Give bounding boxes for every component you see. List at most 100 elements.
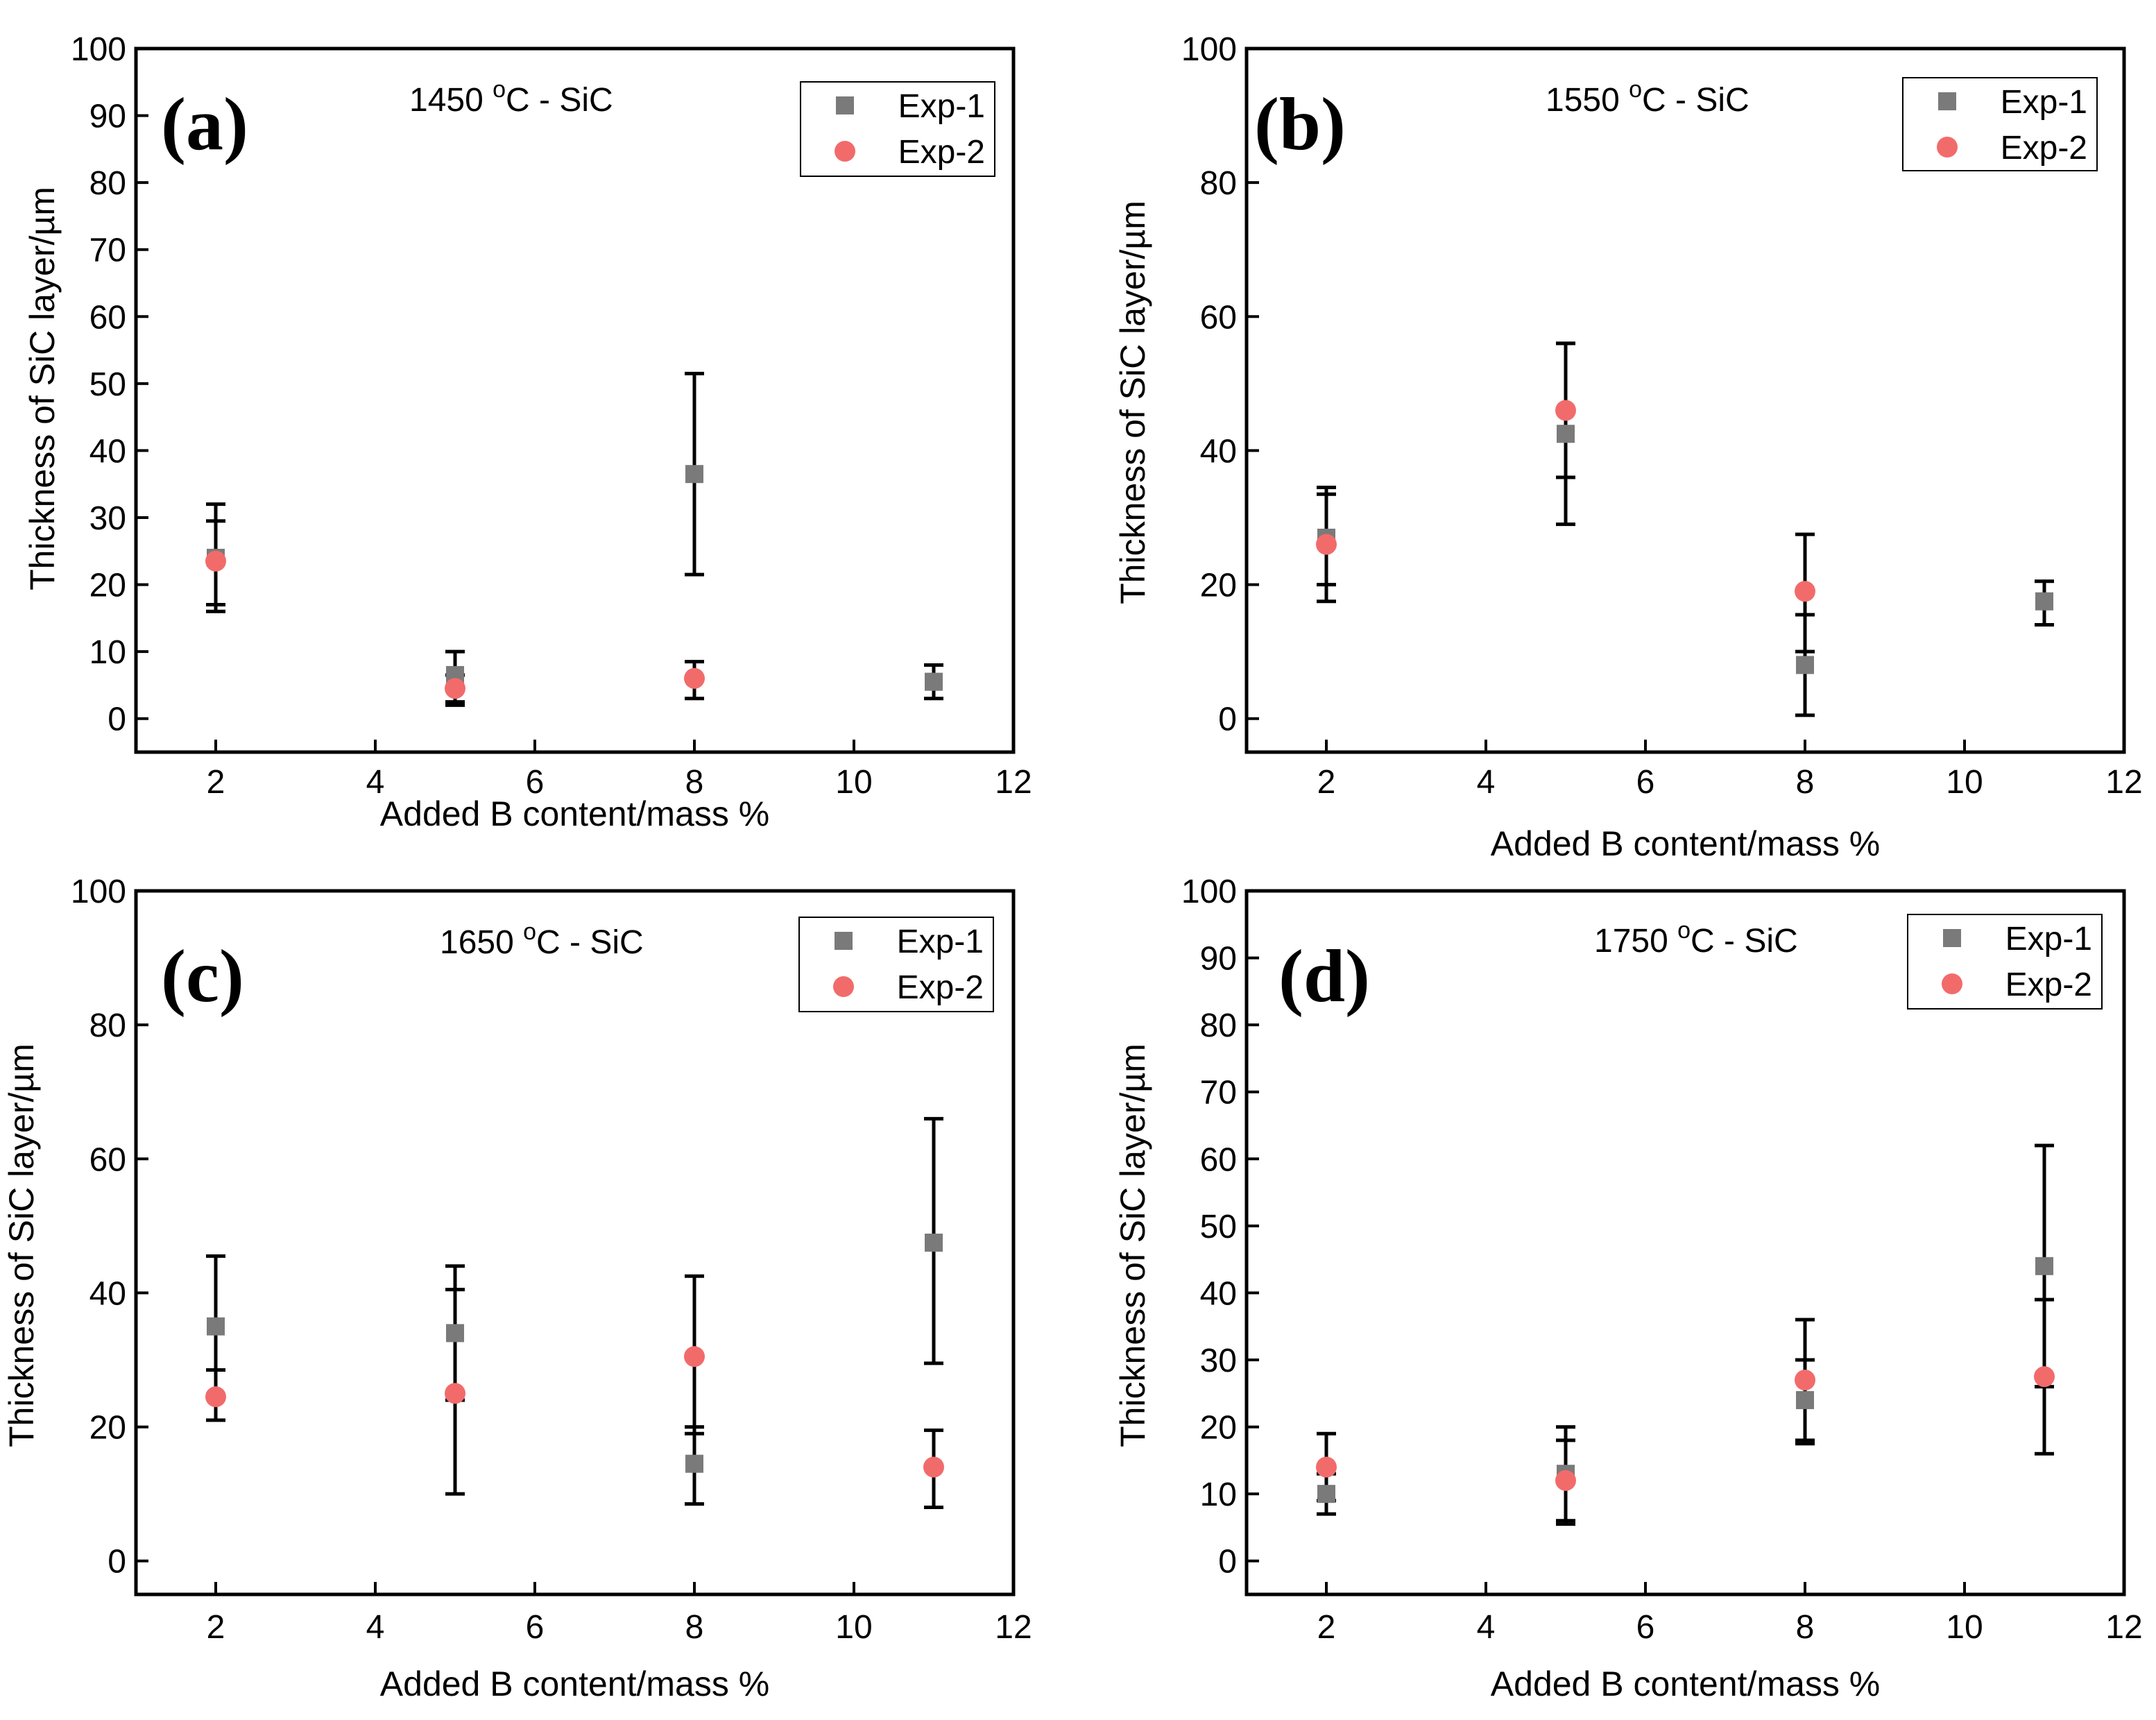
legend-marker-exp-2 [1942, 973, 1962, 994]
x-tick-label: 2 [1317, 1609, 1336, 1646]
x-axis-label: Added B content/mass % [380, 794, 769, 833]
data-point-exp-2 [684, 667, 705, 689]
legend-marker-exp-1 [1938, 92, 1956, 110]
y-tick-label: 80 [89, 165, 126, 202]
x-tick-label: 12 [2105, 764, 2142, 801]
data-point-exp-2 [445, 1383, 465, 1404]
x-tick-label: 6 [1636, 764, 1655, 801]
y-tick-label: 40 [1200, 1275, 1237, 1312]
panel-label: (d) [1278, 935, 1370, 1018]
data-point-exp-1 [925, 1234, 943, 1252]
y-tick-label: 20 [89, 1410, 126, 1447]
x-tick-label: 2 [207, 1609, 225, 1646]
x-tick-label: 4 [1477, 764, 1496, 801]
x-tick-label: 8 [685, 1609, 704, 1646]
temperature-annotation: 1750 oC - SiC [1594, 917, 1798, 960]
panel-label: (a) [161, 83, 248, 166]
y-tick-label: 90 [89, 99, 126, 135]
plot-frame [1244, 46, 2126, 754]
legend: Exp-1 Exp-2 [1902, 77, 2098, 171]
x-tick-label: 10 [1946, 764, 1983, 801]
y-tick-label: 80 [1200, 1007, 1237, 1044]
panel-label: (b) [1254, 83, 1346, 166]
chart-panel-a: 0 10 20 30 40 50 60 70 80 90 100 2 4 6 8 10 12 Added B co… [23, 31, 1032, 833]
y-tick-label: 20 [1200, 1410, 1237, 1447]
plot-frame [1244, 889, 2126, 1596]
data-point-exp-2 [1795, 581, 1815, 602]
legend-marker-exp-1 [835, 932, 853, 950]
legend-label: Exp-1 [2005, 921, 2092, 957]
y-tick-label: 10 [1200, 1476, 1237, 1513]
temperature-annotation: 1550 oC - SiC [1546, 76, 1749, 119]
data-point-exp-1 [1796, 656, 1814, 674]
temperature-annotation: 1450 oC - SiC [409, 76, 613, 119]
legend-marker-exp-2 [1937, 137, 1958, 157]
data-point-exp-1 [1796, 1390, 1814, 1409]
data-point-exp-2 [923, 1456, 944, 1478]
x-tick-label: 8 [685, 764, 704, 801]
y-tick-label: 50 [1200, 1209, 1237, 1245]
chart-panel-d: 0 10 20 30 40 50 60 70 80 90 100 2 4 6 8 10 12 Added B co… [1113, 874, 2143, 1703]
chart-panel-b: 0 20 40 60 80 100 2 4 6 8 10 12 Added B content/mass… [1113, 31, 2143, 863]
legend-marker-exp-2 [833, 976, 854, 997]
y-tick-label: 60 [89, 299, 126, 336]
y-axis-label: Thickness of SiC layer/µm [2, 1044, 41, 1447]
data-point-exp-2 [2034, 1366, 2055, 1388]
legend-box [798, 917, 994, 1012]
y-tick-label: 0 [108, 701, 126, 738]
y-axis-label: Thickness of SiC layer/µm [23, 187, 62, 590]
data-point-exp-2 [1795, 1369, 1815, 1390]
y-tick-label: 20 [1200, 568, 1237, 604]
y-tick-label: 40 [1200, 433, 1237, 470]
y-tick-label: 50 [89, 366, 126, 403]
legend-label: Exp-2 [2001, 130, 2087, 167]
data-point-exp-2 [205, 1386, 226, 1408]
x-tick-label: 4 [1477, 1609, 1496, 1646]
y-tick-label: 20 [89, 568, 126, 604]
temperature-annotation: 1650 oC - SiC [440, 919, 644, 961]
x-tick-label: 10 [835, 1609, 872, 1646]
plot-frame [134, 46, 1016, 754]
legend: Exp-1 Exp-2 [798, 917, 994, 1012]
y-tick-label: 0 [1218, 701, 1237, 738]
data-point-exp-1 [1557, 425, 1575, 443]
x-tick-label: 8 [1796, 1609, 1815, 1646]
legend-box [1907, 914, 2103, 1010]
y-tick-label: 80 [1200, 165, 1237, 202]
y-tick-label: 100 [1181, 31, 1237, 68]
y-tick-label: 0 [1218, 1544, 1237, 1581]
legend-marker-exp-1 [836, 96, 854, 114]
y-tick-label: 60 [89, 1141, 126, 1178]
legend-label: Exp-1 [2001, 84, 2087, 121]
legend: Exp-1 Exp-2 [1907, 914, 2103, 1010]
chart-panel-c: 0 20 40 60 80 100 2 4 6 8 10 12 Added B content/mass… [2, 874, 1032, 1703]
x-tick-label: 10 [835, 764, 872, 801]
y-tick-label: 60 [1200, 1141, 1237, 1178]
x-tick-label: 8 [1796, 764, 1815, 801]
y-tick-label: 90 [1200, 941, 1237, 978]
data-point-exp-1 [925, 672, 943, 691]
y-axis-label: Thickness of SiC layer/µm [1113, 201, 1152, 604]
x-tick-label: 12 [995, 1609, 1032, 1646]
x-axis-label: Added B content/mass % [1491, 824, 1880, 863]
x-tick-label: 6 [526, 764, 545, 801]
legend-box [800, 81, 995, 177]
y-tick-label: 30 [1200, 1343, 1237, 1379]
panel-label: (c) [161, 935, 244, 1018]
data-point-exp-2 [1555, 1470, 1576, 1491]
legend-marker-exp-2 [835, 141, 855, 162]
data-point-exp-1 [2035, 592, 2053, 611]
y-tick-label: 70 [89, 232, 126, 269]
y-tick-label: 30 [89, 500, 126, 537]
data-point-exp-1 [685, 1454, 703, 1473]
data-point-exp-2 [1316, 534, 1337, 555]
y-tick-label: 60 [1200, 299, 1237, 336]
y-tick-label: 70 [1200, 1075, 1237, 1112]
y-tick-label: 100 [71, 31, 126, 68]
data-point-exp-2 [1316, 1456, 1337, 1478]
data-point-exp-1 [207, 1317, 225, 1336]
y-tick-label: 10 [89, 634, 126, 671]
plot-frame [134, 889, 1016, 1596]
data-point-exp-1 [2035, 1257, 2053, 1275]
